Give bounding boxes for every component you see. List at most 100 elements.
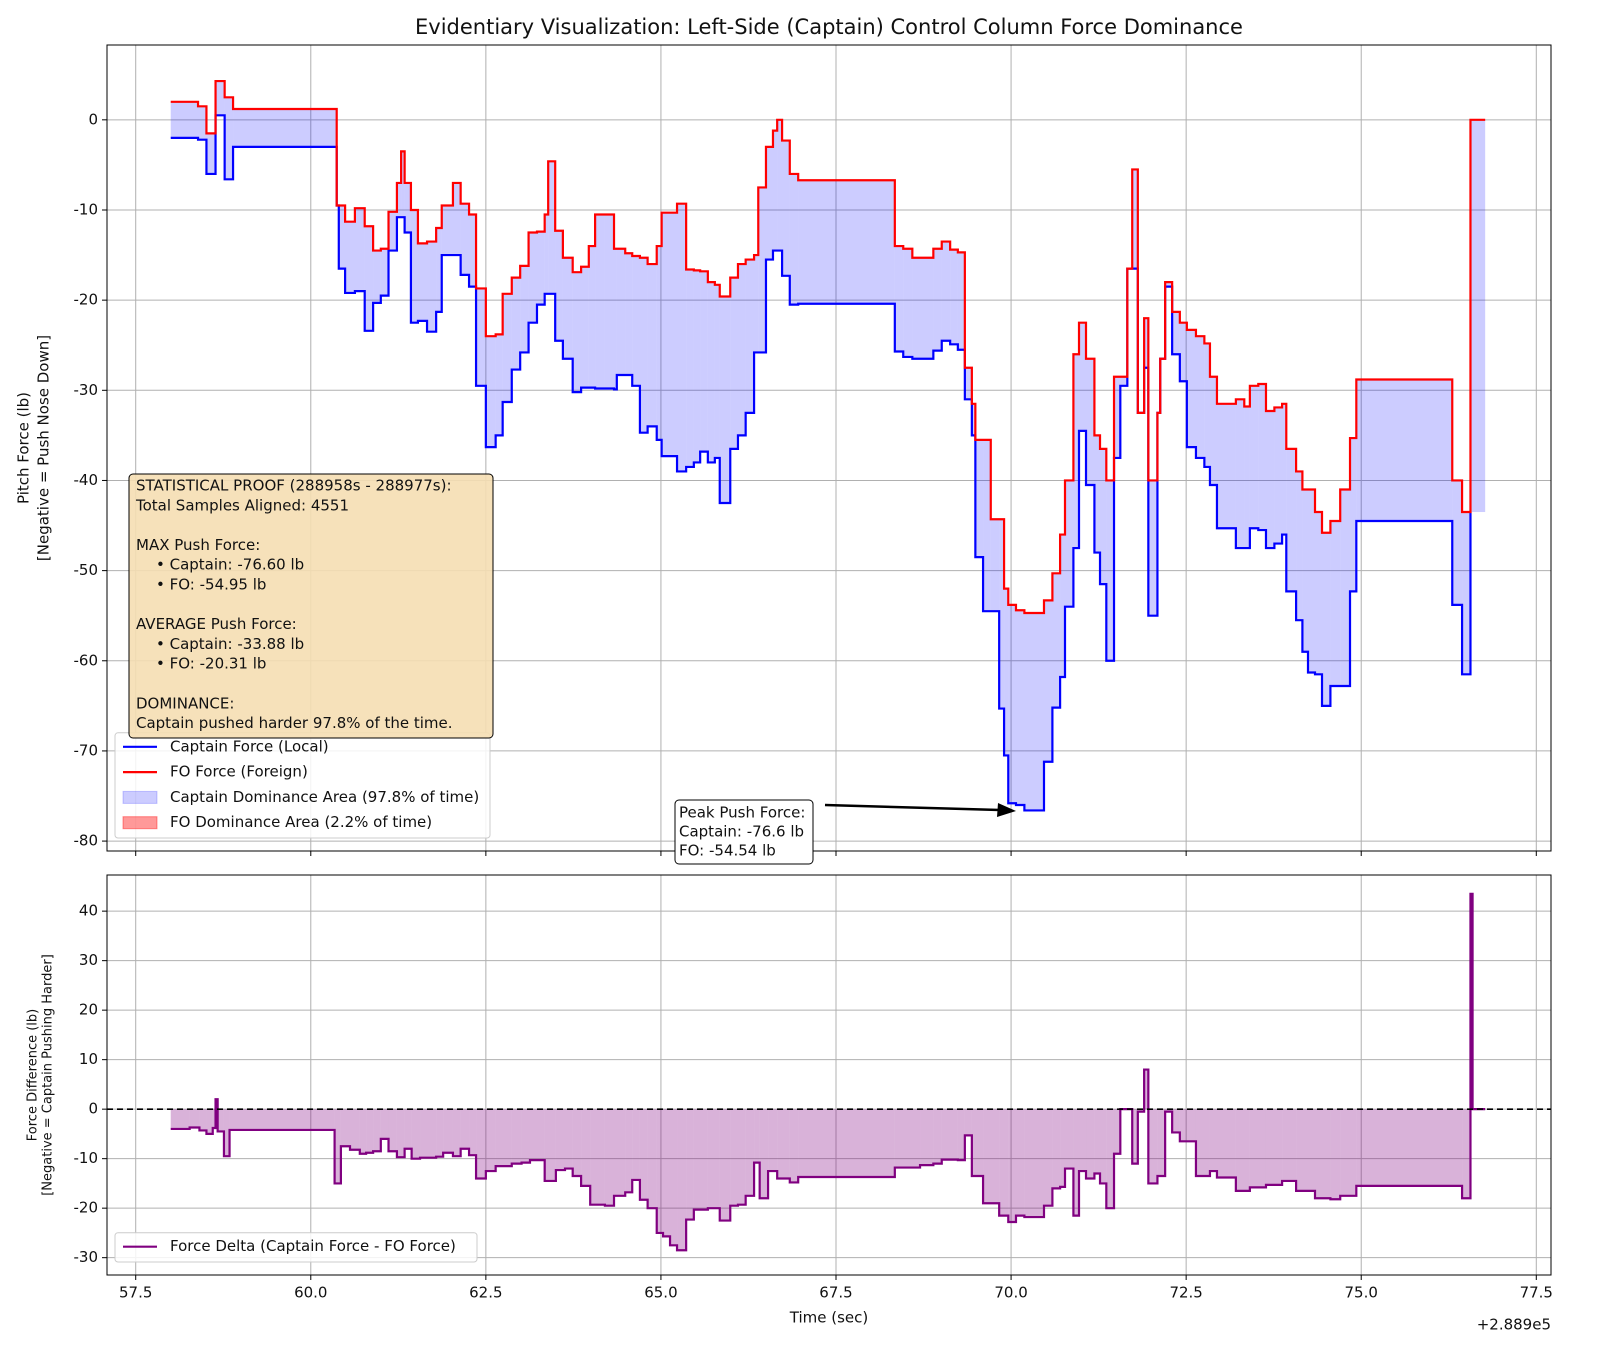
- delta-fill: [894, 1109, 921, 1168]
- delta-fill: [677, 1109, 687, 1251]
- delta-fill: [1064, 1109, 1074, 1169]
- dominance-fill: [730, 277, 738, 449]
- y-tick-label: 0: [88, 1100, 98, 1118]
- delta-fill: [1148, 1109, 1158, 1184]
- delta-fill: [656, 1109, 664, 1233]
- dominance-fill: [396, 182, 402, 218]
- delta-fill: [495, 1109, 512, 1167]
- dominance-fill: [1356, 379, 1453, 522]
- dominance-fill: [1132, 169, 1138, 269]
- delta-fill: [693, 1109, 708, 1210]
- delta-fill: [789, 1109, 799, 1183]
- delta-fill: [1008, 1109, 1016, 1223]
- series-line: [170, 892, 1486, 1252]
- dominance-fill: [1106, 480, 1115, 661]
- dominance-fill: [707, 282, 715, 463]
- delta-fill: [1106, 1109, 1115, 1209]
- dominance-fill: [957, 252, 965, 350]
- dominance-fill: [469, 214, 477, 287]
- delta-fill: [625, 1109, 633, 1193]
- dominance-fill: [345, 221, 355, 293]
- delta-fill: [1052, 1109, 1061, 1189]
- dominance-fill: [1086, 358, 1095, 485]
- delta-fill: [380, 1109, 389, 1139]
- panel: -80 -70 -60 -50 -40 -30 -20 -10 0 Pitch Force (lb…: [15, 44, 1552, 856]
- stats-text: Total Samples Aligned: 4551: [135, 496, 349, 514]
- y-tick-label: 20: [79, 1001, 98, 1019]
- delta-fill: [639, 1109, 648, 1200]
- dominance-fill: [777, 119, 783, 251]
- delta-fill: [189, 1109, 200, 1128]
- delta-fill: [469, 1109, 477, 1156]
- delta-fill: [730, 1109, 738, 1206]
- delta-fill: [759, 1109, 769, 1199]
- x-tick-label: 65.0: [644, 1284, 677, 1302]
- dominance-fill: [1307, 489, 1316, 673]
- delta-fill: [1356, 1109, 1463, 1186]
- dominance-fill: [452, 182, 461, 256]
- dominance-fill: [789, 173, 799, 305]
- y-tick-label: -20: [74, 1199, 99, 1217]
- delta-fill: [663, 1109, 671, 1237]
- dominance-fill: [798, 180, 895, 304]
- dominance-fill: [380, 248, 389, 296]
- dominance-fill: [661, 212, 678, 457]
- dominance-fill: [894, 246, 904, 352]
- delta-fill: [999, 1109, 1009, 1216]
- delta-fill: [564, 1109, 573, 1169]
- dominance-fill: [1052, 573, 1061, 708]
- dominance-fill: [1079, 322, 1087, 431]
- legend-label: Captain Force (Local): [170, 737, 329, 755]
- dominance-fill: [1015, 610, 1025, 806]
- dominance-fill: [1209, 376, 1217, 485]
- dominance-fill: [548, 161, 556, 294]
- y-tick-label: 10: [79, 1050, 98, 1068]
- x-tick-label: 57.5: [119, 1284, 152, 1302]
- delta-fill: [555, 1109, 565, 1171]
- delta-fill: [1216, 1109, 1236, 1178]
- dominance-fill: [625, 253, 633, 375]
- delta-fill: [1265, 1109, 1283, 1185]
- delta-fill: [964, 1109, 972, 1136]
- delta-fill: [1114, 1109, 1121, 1154]
- dominance-fill: [1060, 534, 1065, 677]
- delta-fill: [572, 1109, 582, 1176]
- delta-fill: [1462, 1109, 1471, 1199]
- delta-fill: [581, 1109, 591, 1186]
- annotation-arrowhead: [997, 803, 1016, 817]
- delta-fill: [745, 1109, 755, 1196]
- delta-fill: [170, 1109, 190, 1129]
- dominance-fill: [1258, 383, 1266, 531]
- y-axis-label: [Negative = Push Nose Down]: [35, 335, 53, 561]
- x-tick-label: 77.5: [1520, 1284, 1553, 1302]
- annotation-box: [674, 799, 814, 865]
- dominance-fill: [1144, 318, 1149, 368]
- y-tick-label: -30: [74, 381, 99, 399]
- delta-fill: [212, 1109, 216, 1128]
- delta-fill: [1330, 1109, 1341, 1200]
- dominance-fill: [1462, 512, 1471, 675]
- dominance-fill: [999, 519, 1005, 709]
- delta-fill: [359, 1109, 367, 1154]
- annotation-text: Captain: -76.6 lb: [679, 823, 804, 841]
- delta-fill: [1094, 1109, 1101, 1174]
- dominance-fill: [495, 334, 503, 436]
- stats-text: • FO: -20.31 lb: [156, 655, 266, 673]
- dominance-fill: [441, 205, 453, 256]
- dominance-fill: [354, 208, 365, 292]
- delta-fill: [686, 1109, 694, 1220]
- stats-text: • Captain: -76.60 lb: [156, 556, 304, 574]
- delta-fill: [511, 1109, 522, 1164]
- dominance-fill: [754, 255, 759, 353]
- dominance-fill: [1120, 376, 1128, 386]
- dominance-fill: [1350, 438, 1357, 592]
- delta-fill: [223, 1109, 230, 1157]
- dominance-fill: [485, 336, 496, 448]
- dominance-fill: [941, 241, 951, 341]
- axes-frame: [106, 44, 1552, 852]
- x-tick-label: 72.5: [1169, 1284, 1202, 1302]
- delta-fill: [1249, 1109, 1266, 1188]
- series-line: [170, 114, 1472, 812]
